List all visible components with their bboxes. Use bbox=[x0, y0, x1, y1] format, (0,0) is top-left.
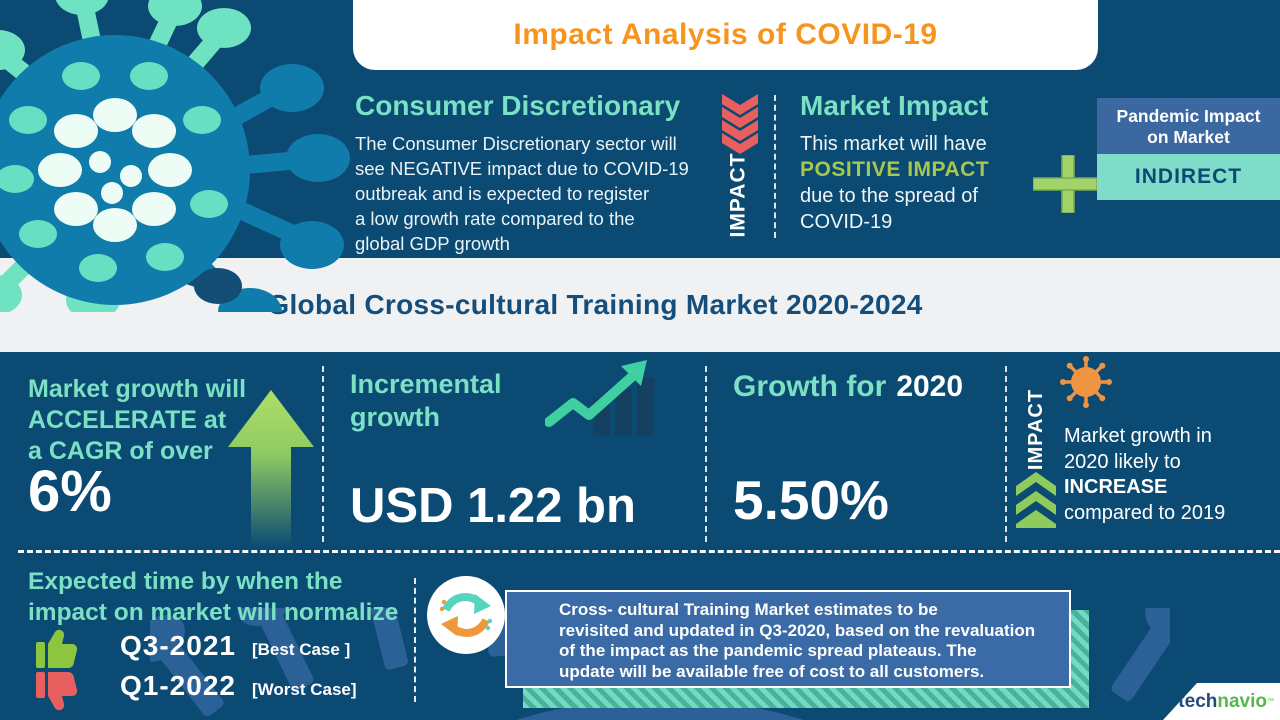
sector-line: outbreak and is expected to register bbox=[355, 183, 650, 204]
cagr-section: Market growth will ACCELERATE at a CAGR … bbox=[28, 374, 246, 467]
divider-stats-3 bbox=[1005, 366, 1007, 542]
growth-2020-label: Growth for 2020 bbox=[733, 370, 963, 404]
market-impact-heading: Market Impact bbox=[800, 90, 989, 121]
sector-line: a low growth rate compared to the bbox=[355, 208, 635, 229]
cagr-value: 6% bbox=[28, 459, 112, 524]
chevrons-up-icon bbox=[1016, 472, 1056, 528]
market-impact-line: This market will have bbox=[800, 133, 987, 155]
virus-illustration-icon bbox=[0, 0, 350, 312]
market-impact-line: due to the spread of bbox=[800, 185, 978, 207]
impact-2020-line: compared to 2019 bbox=[1064, 501, 1226, 524]
header-title: Impact Analysis of COVID-19 bbox=[513, 18, 938, 51]
thumb-up-icon bbox=[36, 629, 78, 668]
divider-horizontal bbox=[18, 550, 1280, 553]
trend-chart-icon bbox=[545, 360, 654, 436]
chevrons-down-icon bbox=[722, 94, 758, 154]
divider-stats-2 bbox=[705, 366, 707, 542]
technavio-logo[interactable]: tech navio ™ bbox=[1163, 683, 1280, 720]
market-impact-line: COVID-19 bbox=[800, 211, 893, 233]
callout-line: Cross- cultural Training Market estimate… bbox=[559, 600, 938, 619]
growth-2020-value: 5.50% bbox=[733, 469, 889, 531]
best-case-value: Q3-2021 bbox=[120, 630, 236, 661]
growth-2020-prefix: Growth for bbox=[733, 370, 887, 403]
sector-impact-section: Consumer Discretionary The Consumer Disc… bbox=[355, 90, 735, 256]
worst-case-row: Q1-2022 [Worst Case] bbox=[120, 670, 357, 702]
pandemic-impact-badge: Pandemic Impact on Market INDIRECT bbox=[1097, 98, 1280, 200]
logo-text-navio: navio bbox=[1217, 690, 1267, 712]
callout-line: of the impact as the pandemic spread pla… bbox=[559, 641, 977, 660]
incremental-line: growth bbox=[350, 402, 440, 432]
incremental-growth-section: Incremental growth bbox=[350, 368, 502, 434]
plus-icon bbox=[1033, 155, 1097, 213]
normalize-heading: Expected time by when the impact on mark… bbox=[28, 568, 399, 626]
incremental-line: Incremental bbox=[350, 369, 502, 399]
impact-2020-line: Market growth in bbox=[1064, 425, 1212, 447]
sector-line: The Consumer Discretionary sector will bbox=[355, 133, 677, 154]
impact-2020-text: Market growth in 2020 likely to INCREASE… bbox=[1064, 424, 1276, 526]
page-title: Global Cross-cultural Training Market 20… bbox=[267, 289, 923, 320]
cagr-line: ACCELERATE at bbox=[28, 406, 227, 434]
best-case-row: Q3-2021 [Best Case ] bbox=[120, 630, 350, 662]
incremental-value: USD 1.22 bn bbox=[350, 479, 636, 533]
best-case-note: [Best Case ] bbox=[251, 640, 351, 659]
coronavirus-icon bbox=[1060, 356, 1112, 408]
divider-bottom bbox=[414, 578, 416, 702]
refresh-icon bbox=[427, 576, 505, 654]
divider-stats-1 bbox=[322, 366, 324, 542]
worst-case-value: Q1-2022 bbox=[120, 670, 236, 701]
update-callout: Cross- cultural Training Market estimate… bbox=[505, 590, 1071, 688]
logo-tm: ™ bbox=[1267, 698, 1274, 705]
sector-heading: Consumer Discretionary bbox=[355, 90, 681, 121]
header-banner: Impact Analysis of COVID-19 bbox=[353, 0, 1098, 70]
divider-top bbox=[774, 95, 776, 238]
up-arrow-icon bbox=[228, 390, 314, 548]
badge-value: INDIRECT bbox=[1097, 154, 1280, 200]
impact-label-stats: IMPACT bbox=[1025, 388, 1048, 470]
sector-line: see NEGATIVE impact due to COVID-19 bbox=[355, 158, 689, 179]
market-impact-section: Market Impact This market will have POSI… bbox=[800, 90, 1100, 235]
impact-label-top: IMPACT bbox=[726, 152, 749, 238]
impact-2020-bold: INCREASE bbox=[1064, 476, 1168, 498]
worst-case-note: [Worst Case] bbox=[251, 680, 357, 699]
logo-text-tech: tech bbox=[1178, 690, 1218, 712]
impact-2020-line: 2020 likely to bbox=[1064, 450, 1181, 473]
thumb-down-icon bbox=[36, 672, 78, 711]
sector-line: global GDP growth bbox=[355, 233, 510, 254]
growth-2020-year: 2020 bbox=[896, 370, 964, 403]
callout-line: revisited and updated in Q3-2020, based … bbox=[559, 620, 1036, 640]
market-impact-highlight: POSITIVE IMPACT bbox=[800, 158, 990, 181]
callout-line: update will be available free of cost to… bbox=[559, 661, 985, 681]
badge-title: Pandemic Impact on Market bbox=[1097, 98, 1280, 154]
cagr-line: a CAGR of over bbox=[28, 437, 213, 465]
cagr-line: Market growth will bbox=[28, 375, 247, 403]
